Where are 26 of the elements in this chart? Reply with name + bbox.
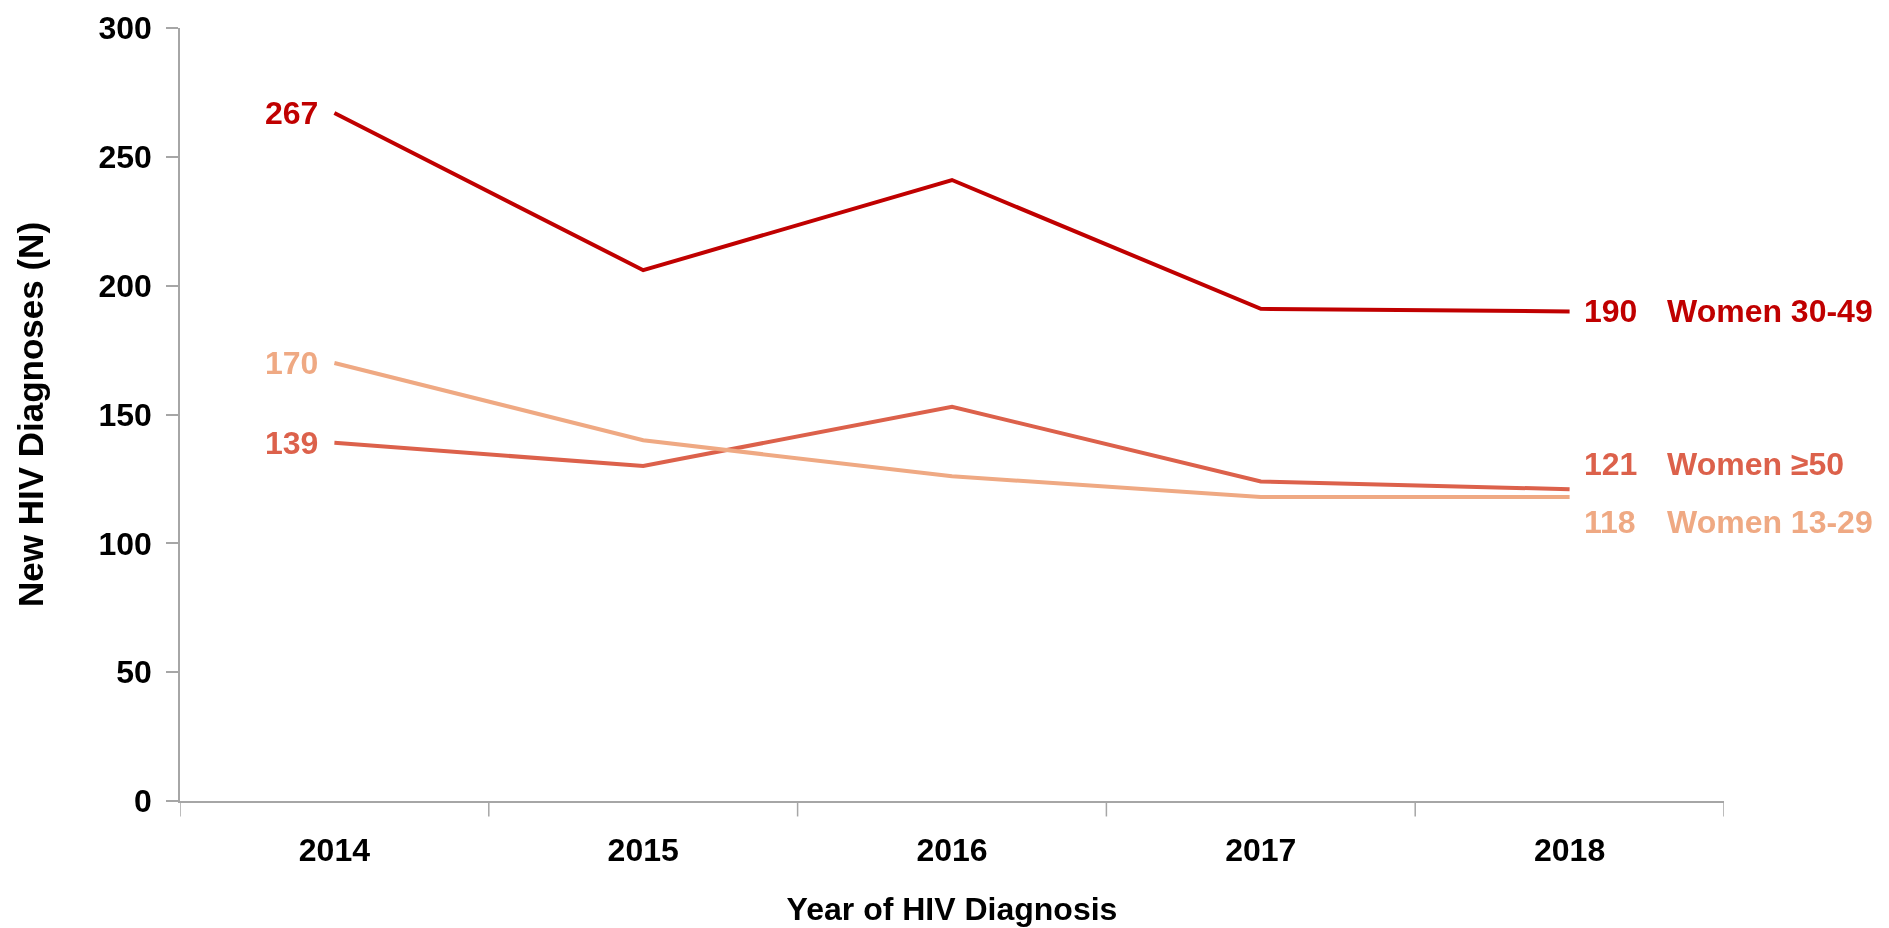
data-label: 267 xyxy=(265,95,319,131)
data-label: 139 xyxy=(265,425,319,461)
y-tick-label: 0 xyxy=(134,783,152,820)
text: Women 30-49 xyxy=(1667,293,1873,329)
y-tick-label: 300 xyxy=(98,10,152,47)
y-tick-label: 50 xyxy=(116,654,152,691)
line-series xyxy=(332,111,1572,314)
y-tick-label: 150 xyxy=(98,396,152,433)
data-label: 190 xyxy=(1584,293,1638,329)
text: Women ≥50 xyxy=(1667,446,1845,482)
x-tick-label: 2015 xyxy=(607,832,679,869)
y-tick-label: 250 xyxy=(98,139,152,176)
line-series xyxy=(332,404,1572,492)
x-tick-label: 2016 xyxy=(916,832,988,869)
x-tick-label: 2017 xyxy=(1225,832,1297,869)
y-tick-label: 100 xyxy=(98,525,152,562)
data-label: 121 xyxy=(1584,446,1638,482)
text: Women 13-29 xyxy=(1667,504,1873,540)
data-label: 118 xyxy=(1584,504,1636,540)
y-tick-label: 200 xyxy=(98,267,152,304)
y-axis-title: New HIV Diagnoses (N) xyxy=(11,221,51,608)
x-tick-label: 2014 xyxy=(298,832,371,869)
line-series xyxy=(332,360,1572,499)
x-tick-label: 2018 xyxy=(1534,832,1606,869)
data-label: 170 xyxy=(265,345,319,381)
x-axis-title: Year of HIV Diagnosis xyxy=(786,890,1118,927)
